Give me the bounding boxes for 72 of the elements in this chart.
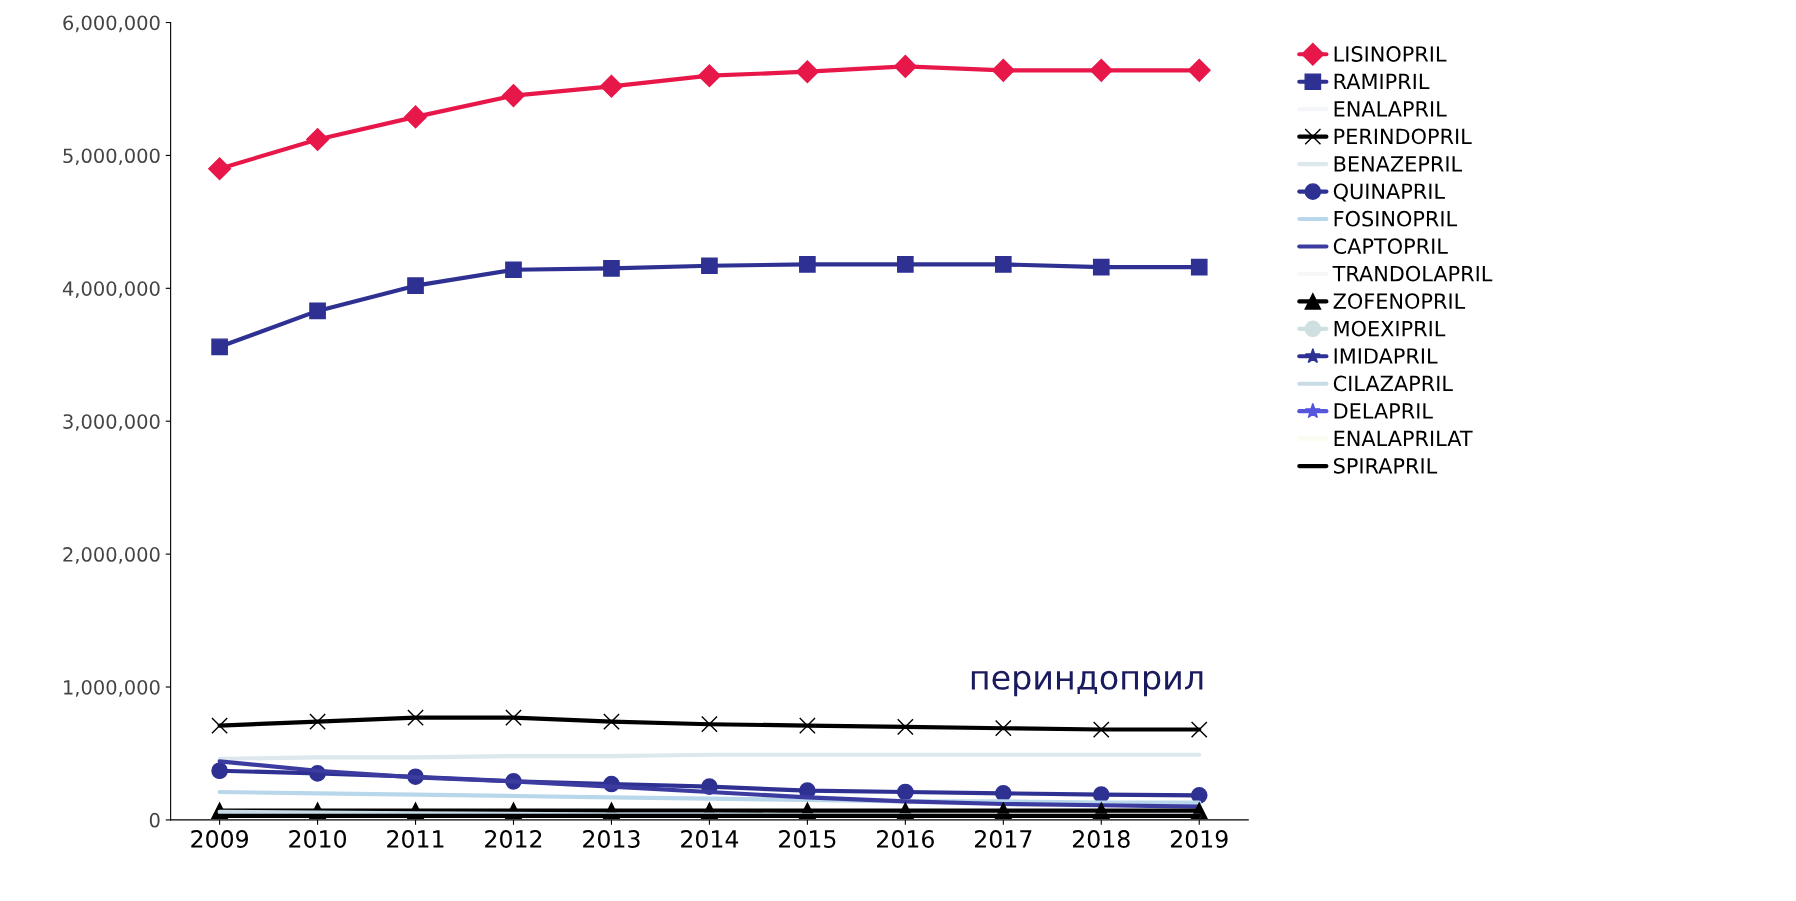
point (1092, 786, 1110, 803)
y-tick-label: 6,000,000 (63, 15, 160, 33)
point (994, 719, 1012, 737)
y-tick-label: 4,000,000 (62, 281, 160, 298)
legend-label: CILAZAPRIL (1333, 375, 1453, 392)
legend-label: IMIDAPRIL (1334, 348, 1438, 364)
x-tick-label: 2019 (1170, 830, 1228, 848)
x-tick-label: 2018 (1072, 830, 1130, 848)
point (701, 257, 718, 275)
point (306, 127, 330, 151)
legend-label: BENAZEPRIL (1334, 156, 1463, 172)
point (505, 261, 522, 279)
x-tick-label: 2017 (975, 830, 1032, 848)
point (795, 60, 819, 84)
legend-label: DELAPRIL (1334, 403, 1433, 419)
legend-label: TRANDOLAPRIL (1332, 265, 1493, 282)
point (407, 277, 424, 294)
point (1092, 258, 1110, 276)
point (1187, 58, 1211, 82)
point (697, 64, 721, 88)
point (211, 762, 228, 780)
point (799, 717, 816, 734)
point (1190, 721, 1208, 738)
annotation: периндоприл (971, 670, 1203, 697)
legend-label: LISINOPRIL (1334, 46, 1447, 62)
legend-label: FOSINOPRIL (1334, 210, 1458, 227)
y-tick-label: 0 (149, 812, 160, 828)
point (991, 58, 1015, 82)
point (404, 105, 428, 129)
point (1089, 58, 1113, 82)
legend-label: SPIRAPRIL (1334, 457, 1438, 474)
point (211, 338, 228, 356)
x-tick-label: 2010 (289, 830, 347, 848)
point (211, 717, 228, 734)
y-tick-label: 3,000,000 (63, 414, 160, 431)
y-tick-label: 5,000,000 (63, 148, 160, 166)
point (505, 709, 522, 726)
legend-label: MOEXIPRIL (1334, 320, 1446, 337)
point (1190, 258, 1208, 276)
point (599, 74, 623, 98)
legend-label: ZOFENOPRIL (1333, 293, 1466, 309)
y-tick-label: 1,000,000 (64, 679, 160, 697)
point (897, 718, 914, 736)
point (309, 302, 326, 320)
point (897, 783, 914, 801)
x-tick-label: 2014 (681, 830, 739, 848)
point (603, 713, 620, 730)
legend-label: ENALAPRILAT (1334, 430, 1473, 446)
point (893, 54, 917, 78)
legend-label: QUINAPRIL (1333, 183, 1445, 202)
legend-label: ENALAPRIL (1334, 101, 1447, 117)
point (208, 157, 232, 181)
point (407, 709, 424, 726)
point (603, 260, 620, 277)
x-tick-label: 2009 (191, 830, 248, 848)
x-tick-label: 2013 (583, 830, 640, 848)
point (799, 256, 816, 273)
point (1190, 786, 1208, 804)
point (1092, 721, 1110, 738)
point (501, 84, 525, 108)
x-tick-label: 2016 (877, 830, 934, 848)
legend-label: RAMIPRIL (1334, 73, 1430, 90)
point (309, 713, 326, 730)
legend-label: PERINDOPRIL (1334, 128, 1472, 145)
x-tick-label: 2012 (485, 830, 542, 848)
x-tick-label: 2011 (387, 830, 444, 848)
y-tick-label: 2,000,000 (63, 547, 160, 564)
point (701, 715, 718, 733)
point (994, 256, 1012, 273)
legend-label: CAPTOPRIL (1333, 238, 1448, 255)
x-tick-label: 2015 (779, 830, 836, 848)
point (897, 256, 914, 273)
